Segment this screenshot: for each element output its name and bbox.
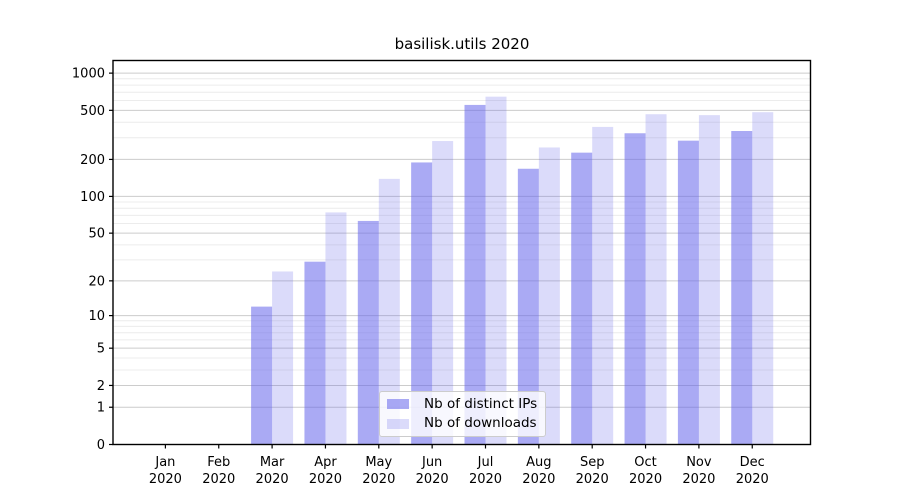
y-tick-label: 5 bbox=[97, 342, 105, 357]
bar-downloads-dec bbox=[752, 112, 774, 445]
x-tick-label-month: Jul bbox=[477, 455, 494, 470]
x-tick-label-year: 2020 bbox=[736, 472, 769, 487]
bar-ips-apr bbox=[304, 261, 326, 445]
x-tick-label-year: 2020 bbox=[362, 472, 395, 487]
y-tick-label: 2 bbox=[97, 379, 105, 394]
legend-item-distinct-ips: Nb of distinct IPs bbox=[387, 395, 545, 412]
x-tick-label-year: 2020 bbox=[416, 472, 449, 487]
bar-downloads-mar bbox=[272, 271, 294, 445]
x-tick-label-month: Feb bbox=[207, 455, 230, 470]
y-tick-label: 500 bbox=[80, 104, 105, 119]
x-tick-label-year: 2020 bbox=[469, 472, 502, 487]
bar-downloads-apr bbox=[325, 212, 347, 445]
y-tick-label: 50 bbox=[88, 227, 105, 242]
legend-item-downloads: Nb of downloads bbox=[387, 414, 545, 431]
y-tick-label: 1 bbox=[97, 401, 105, 416]
x-tick-label-month: Mar bbox=[260, 455, 285, 470]
legend-swatch-distinct-ips bbox=[387, 399, 409, 410]
bar-ips-jul bbox=[464, 104, 486, 445]
plot-frame bbox=[112, 59, 812, 446]
x-tick-label-year: 2020 bbox=[202, 472, 235, 487]
x-tick-label-month: Aug bbox=[526, 455, 551, 470]
x-tick-label-month: Apr bbox=[314, 455, 337, 470]
bar-downloads-jul bbox=[485, 96, 507, 445]
y-tick-label: 0 bbox=[97, 438, 105, 453]
x-tick-label-year: 2020 bbox=[256, 472, 289, 487]
bar-downloads-sep bbox=[592, 126, 614, 445]
x-tick-label-year: 2020 bbox=[682, 472, 715, 487]
x-tick-label-month: Sep bbox=[580, 455, 605, 470]
x-tick-label-year: 2020 bbox=[629, 472, 662, 487]
bar-ips-nov bbox=[677, 140, 699, 445]
x-tick-label-month: Oct bbox=[634, 455, 656, 470]
x-tick-label-year: 2020 bbox=[576, 472, 609, 487]
bar-ips-oct bbox=[624, 133, 646, 445]
y-tick-label: 1000 bbox=[72, 67, 105, 82]
bar-ips-aug bbox=[517, 168, 539, 445]
x-tick-label-month: Jan bbox=[154, 455, 175, 470]
y-tick-label: 20 bbox=[88, 274, 105, 289]
x-tick-label-year: 2020 bbox=[309, 472, 342, 487]
chart-title: basilisk.utils 2020 bbox=[394, 35, 530, 53]
bar-ips-mar bbox=[251, 306, 273, 445]
legend-label-distinct-ips: Nb of distinct IPs bbox=[424, 395, 538, 412]
y-tick-label: 100 bbox=[80, 190, 105, 205]
y-tick-label: 200 bbox=[80, 153, 105, 168]
bar-ips-dec bbox=[731, 131, 753, 445]
legend: Nb of distinct IPs Nb of downloads bbox=[379, 391, 546, 437]
x-tick-label-month: Nov bbox=[686, 455, 712, 470]
x-tick-label-month: Jun bbox=[421, 455, 442, 470]
bar-downloads-oct bbox=[645, 114, 667, 445]
x-tick-label-year: 2020 bbox=[149, 472, 182, 487]
bar-ips-jun bbox=[411, 162, 433, 445]
legend-swatch-downloads bbox=[387, 418, 409, 429]
x-tick-label-month: May bbox=[365, 455, 392, 470]
bar-downloads-may bbox=[378, 178, 400, 445]
bar-ips-sep bbox=[571, 152, 593, 445]
bar-ips-may bbox=[357, 220, 379, 445]
bar-downloads-aug bbox=[538, 147, 560, 445]
y-tick-label: 10 bbox=[88, 309, 105, 324]
bar-downloads-nov bbox=[698, 115, 720, 445]
x-tick-label-year: 2020 bbox=[522, 472, 555, 487]
legend-label-downloads: Nb of downloads bbox=[424, 414, 537, 431]
x-tick-label-month: Dec bbox=[740, 455, 765, 470]
bar-downloads-jun bbox=[432, 141, 454, 445]
